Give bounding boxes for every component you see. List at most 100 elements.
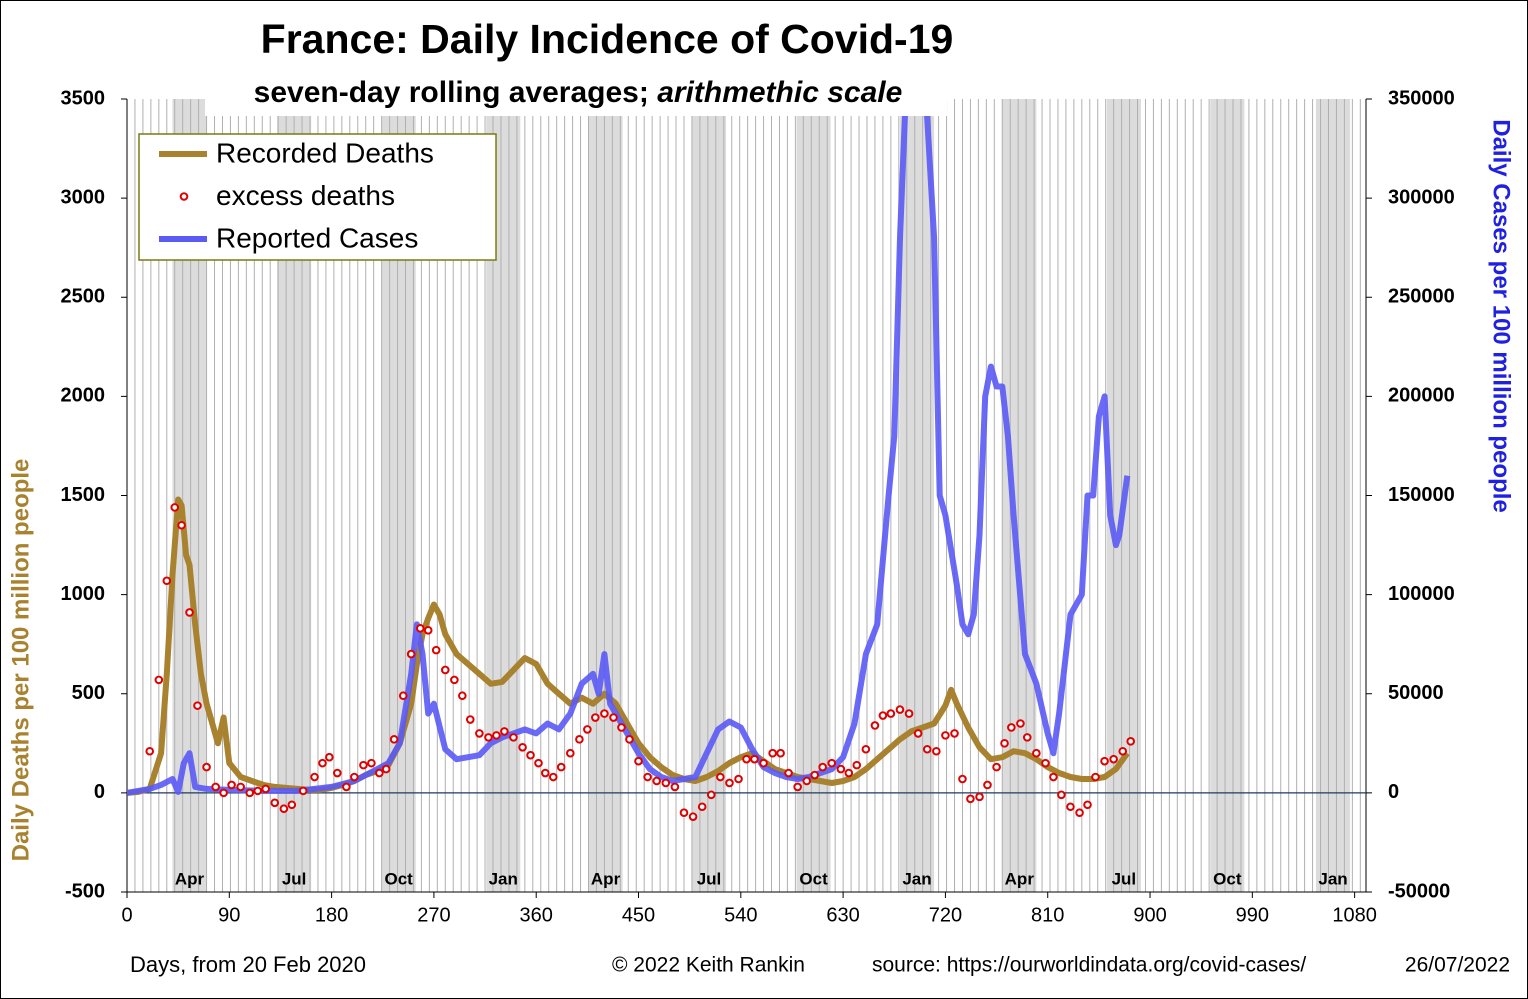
month-band [1002,99,1037,892]
x-tick-label: 1080 [1332,904,1377,926]
y-tick-label: 3500 [61,87,106,109]
x-tick-label: 450 [622,904,655,926]
excess-death-point [1032,748,1041,758]
y2-tick-label: 150000 [1388,484,1455,506]
excess-death-point [661,778,671,788]
x-tick-label: 720 [929,904,962,926]
month-band [796,99,831,892]
series-line [127,99,1131,796]
x-tick-label: 900 [1133,904,1166,926]
month-band [691,99,727,892]
excess-death-point [253,786,263,796]
y-tick-label: 2000 [61,385,106,407]
y2-tick-label: 50000 [1388,682,1444,704]
excess-death-point [950,729,959,738]
x-tick-label: 270 [417,904,450,926]
excess-death-point [784,768,793,778]
excess-death-point [932,746,941,756]
subtitle-backdrop [205,76,947,116]
excess-death-point [1041,758,1050,768]
y2-axis-label: Daily Cases per 100 million people [1488,119,1515,513]
excess-death-point [526,750,535,760]
excess-death-point [878,711,888,720]
excess-death-point [652,776,662,786]
excess-death-point [1057,790,1066,800]
month-label: Oct [799,869,828,888]
excess-death-point [734,774,743,784]
excess-death-point [688,812,698,821]
excess-death-point [1091,772,1100,782]
legend-label: Recorded Deaths [216,137,434,168]
excess-death-point [431,645,441,655]
excess-death-point [827,758,837,768]
excess-death-point [1109,754,1118,764]
x-tick-label: 540 [724,904,757,926]
y-tick-label: 0 [94,781,105,803]
date: 26/07/2022 [1405,954,1510,977]
excess-death-point [818,762,827,772]
month-label: Apr [175,869,205,888]
excess-death-point [1126,737,1136,746]
y-tick-label: 3000 [61,186,106,208]
excess-death-point [518,742,527,752]
excess-death-point [870,721,880,730]
excess-death-point [381,764,391,774]
excess-death-point [270,798,280,808]
x-tick-label: 90 [218,904,240,926]
excess-death-point [287,800,297,810]
excess-death-point [966,794,975,804]
excess-death-point [170,503,180,512]
excess-death-point [583,725,592,734]
excess-death-point [810,770,820,780]
excess-death-point [367,758,376,768]
excess-death-point [350,772,359,782]
excess-death-point [793,782,802,792]
excess-death-point [162,576,172,586]
excess-death-point [983,780,992,790]
excess-death-point [1066,802,1075,812]
month-label: Jul [1112,869,1137,888]
excess-death-point [406,649,416,659]
excess-death-point [548,772,558,782]
excess-death-point [768,748,777,758]
excess-death-point [725,778,734,788]
excess-death-point [541,768,550,778]
month-label: Oct [1213,869,1242,888]
excess-death-point [852,760,862,770]
excess-death-point [844,768,854,778]
excess-death-point [475,729,484,738]
y2-tick-label: 350000 [1388,87,1455,109]
excess-death-point [575,735,584,744]
excess-death-point [465,715,475,724]
excess-death-point [992,762,1001,772]
x-tick-label: 810 [1031,904,1064,926]
excess-death-point [975,792,984,802]
month-label: Jan [1318,869,1347,888]
excess-death-point [742,754,751,764]
excess-death-point [913,729,923,738]
chart-subtitle: seven-day rolling averages; arithmethic … [254,76,903,109]
x-tick-label: 360 [520,904,553,926]
excess-death-point [193,701,202,710]
excess-death-point [697,802,707,812]
excess-death-point [310,772,319,782]
excess-death-point [1016,719,1025,728]
month-label: Jul [697,869,722,888]
month-label: Oct [384,869,413,888]
excess-death-point [484,733,493,742]
excess-death-point [440,665,450,675]
y2-tick-label: 200000 [1388,385,1455,407]
y-axis-label: Daily Deaths per 100 million people [7,459,34,862]
excess-death-point [236,782,245,792]
excess-death-point [1007,723,1016,732]
excess-death-point [617,723,626,732]
excess-death-point [375,768,384,778]
excess-death-point [600,709,609,718]
excess-death-point [941,731,950,740]
excess-death-point [202,762,211,772]
excess-death-point [154,675,164,685]
excess-death-point [261,784,270,794]
y-tick-label: 1000 [61,583,106,605]
excess-death-point [1049,772,1058,782]
